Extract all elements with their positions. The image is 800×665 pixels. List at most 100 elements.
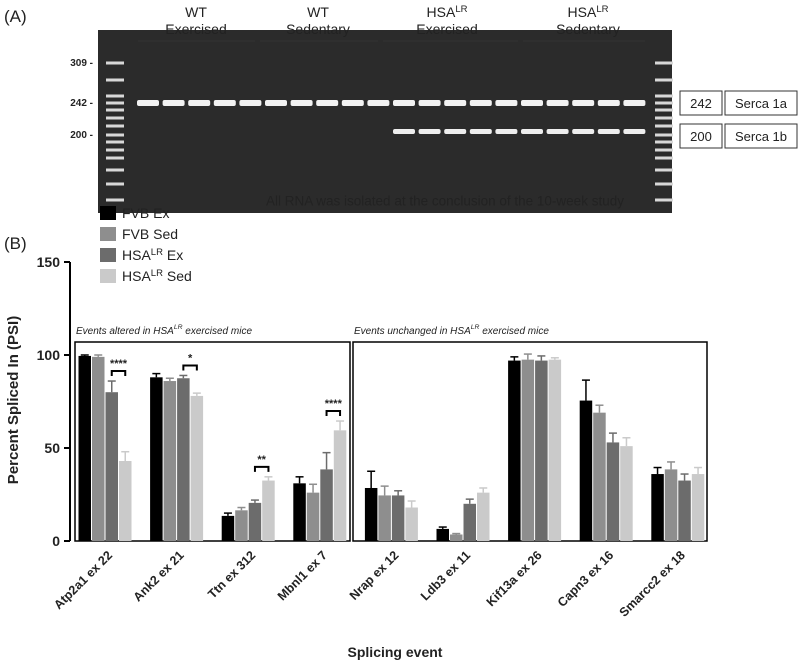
ladder-band <box>655 101 673 105</box>
bar <box>190 395 204 541</box>
error-bar <box>653 466 662 475</box>
gel-band <box>469 100 492 106</box>
text-part: HSA <box>427 4 456 20</box>
gel-band <box>290 100 313 106</box>
bar <box>606 442 620 541</box>
gel-band <box>393 100 415 106</box>
error-bar <box>608 432 617 443</box>
bar <box>262 480 275 541</box>
error-bar <box>510 356 519 361</box>
gel-band <box>188 100 211 106</box>
ladder-band <box>655 61 673 65</box>
significance-label: ** <box>257 454 266 466</box>
ladder-band <box>655 133 673 137</box>
bar <box>163 381 177 541</box>
x-tick-label: Capn3 ex 16 <box>555 548 617 610</box>
significance-bracket <box>182 364 198 371</box>
text-part: LR <box>471 324 480 331</box>
text-part: HSA <box>122 268 151 284</box>
gel-band <box>521 129 543 134</box>
ladder-band <box>655 182 673 186</box>
text-part: LR <box>455 4 467 15</box>
bar <box>450 534 463 541</box>
error-bar <box>264 476 273 481</box>
ladder-band <box>106 182 124 186</box>
ladder-band <box>655 168 673 172</box>
significance-label: * <box>188 352 193 364</box>
text-part: Ex <box>163 247 183 263</box>
gel-band <box>137 100 159 106</box>
ladder-band <box>655 156 673 160</box>
group-label: Exercised <box>416 21 477 37</box>
gel-band <box>418 129 441 134</box>
x-tick-label: Atp2a1 ex 22 <box>51 548 115 612</box>
text-part: WT <box>185 4 207 20</box>
error-bar <box>295 476 304 484</box>
error-bar <box>322 451 331 470</box>
error-bar <box>595 404 604 413</box>
band-name: Serca 1b <box>735 129 787 144</box>
gel-band <box>572 100 595 106</box>
error-bar <box>550 357 559 360</box>
bar <box>105 392 118 541</box>
text-part: exercised mice <box>183 326 253 337</box>
y-tick-label: 150 <box>37 254 61 270</box>
ladder-band <box>655 116 673 120</box>
group-label: Sedentary <box>556 21 620 37</box>
error-bar <box>465 498 474 504</box>
ladder-band <box>106 168 124 172</box>
group-label: Events altered in HSALR exercised mice <box>76 324 252 337</box>
legend-swatch <box>100 269 116 283</box>
group-label: WT <box>307 4 329 20</box>
error-bar <box>537 355 546 361</box>
gel-band <box>367 100 390 106</box>
gel-band <box>239 100 262 106</box>
error-bar <box>523 353 532 360</box>
error-bar <box>223 512 232 516</box>
error-bar <box>367 470 376 488</box>
ladder-band <box>106 148 124 152</box>
x-tick-label: Nrap ex 12 <box>347 548 402 603</box>
gel-band <box>623 100 646 106</box>
gel-band <box>444 129 467 134</box>
bar <box>150 377 163 541</box>
gel-band <box>572 129 595 134</box>
bar <box>391 495 405 541</box>
text-part: FVB Ex <box>122 205 169 221</box>
ladder-band <box>106 133 124 137</box>
bar <box>579 400 593 541</box>
error-bar <box>581 379 590 401</box>
gel-bands <box>106 61 673 202</box>
group-label: HSALR <box>568 4 609 20</box>
marker-label: 309 - <box>70 58 93 69</box>
band-name: Serca 1a <box>735 96 788 111</box>
bar <box>651 474 664 541</box>
bar <box>521 359 535 541</box>
bar <box>477 492 490 541</box>
bar <box>535 360 548 541</box>
significance-bracket <box>325 410 342 417</box>
error-bar <box>336 420 345 431</box>
caption: All RNA was isolated at the conclusion o… <box>266 194 624 209</box>
gel-band <box>265 100 287 106</box>
gel-band <box>546 100 569 106</box>
bar <box>320 469 333 541</box>
error-bar <box>407 500 416 508</box>
bar <box>177 378 190 541</box>
y-tick-label: 100 <box>37 347 61 363</box>
gel-band <box>546 129 569 134</box>
text-part: Events altered in HSA <box>76 326 174 337</box>
gel-band <box>418 100 441 106</box>
band-size: 200 <box>690 129 712 144</box>
bar <box>235 510 248 541</box>
ladder-band <box>106 101 124 105</box>
marker-label: 200 - <box>70 130 93 141</box>
bar <box>248 502 262 541</box>
legend-label: HSALR Sed <box>122 268 192 284</box>
ladder-band <box>655 94 673 98</box>
band-size: 242 <box>690 96 712 111</box>
band-box <box>724 123 798 149</box>
ladder-band <box>655 198 673 202</box>
